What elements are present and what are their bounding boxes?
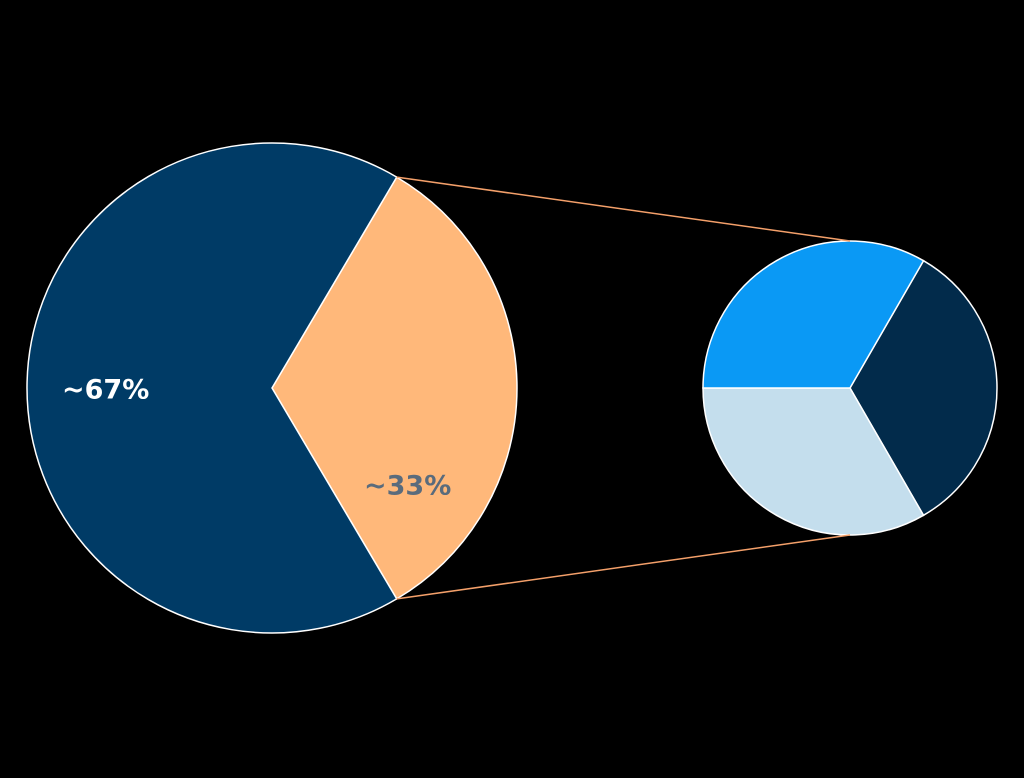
pie-slice (702, 387, 925, 536)
connector (396, 534, 851, 600)
slice-label: ~33% (364, 471, 451, 502)
pie-slice (849, 259, 998, 517)
pie-slice (26, 142, 398, 634)
pie-slice (702, 240, 925, 389)
connector (396, 176, 851, 242)
marks (26, 142, 998, 634)
pie-slice (271, 176, 518, 600)
slice-label: ~67% (62, 375, 149, 406)
